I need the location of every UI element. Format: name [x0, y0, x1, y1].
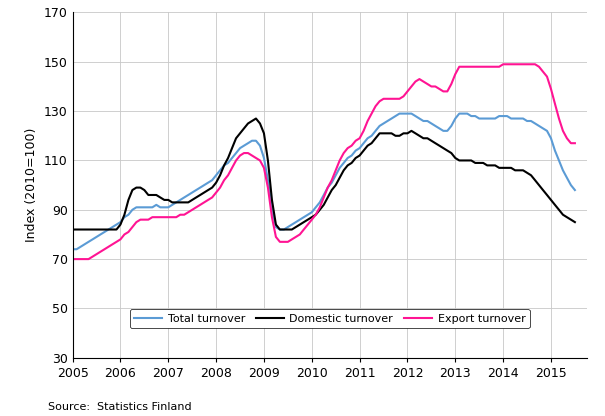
Domestic turnover	[571, 220, 578, 225]
Export turnover	[539, 69, 546, 74]
Domestic turnover	[69, 227, 76, 232]
Export turnover	[571, 141, 578, 146]
Legend: Total turnover, Domestic turnover, Export turnover: Total turnover, Domestic turnover, Expor…	[129, 309, 530, 328]
Export turnover	[500, 62, 507, 67]
Domestic turnover	[495, 165, 503, 170]
Text: Source:  Statistics Finland: Source: Statistics Finland	[48, 402, 192, 412]
Total turnover	[539, 126, 546, 131]
Line: Domestic turnover: Domestic turnover	[73, 119, 575, 230]
Domestic turnover	[372, 136, 379, 141]
Total turnover	[571, 188, 578, 193]
Domestic turnover	[539, 188, 546, 193]
Total turnover	[368, 133, 375, 138]
Export turnover	[360, 129, 367, 134]
Export turnover	[491, 64, 499, 69]
Export turnover	[69, 257, 76, 262]
Export turnover	[93, 252, 100, 257]
Total turnover	[388, 116, 395, 121]
Domestic turnover	[93, 227, 100, 232]
Line: Total turnover: Total turnover	[73, 114, 575, 249]
Y-axis label: Index (2010=100): Index (2010=100)	[25, 128, 38, 242]
Total turnover	[93, 234, 100, 239]
Total turnover	[69, 247, 76, 252]
Domestic turnover	[392, 133, 399, 138]
Export turnover	[368, 111, 375, 116]
Total turnover	[495, 114, 503, 119]
Line: Export turnover: Export turnover	[73, 64, 575, 259]
Domestic turnover	[252, 116, 260, 121]
Total turnover	[360, 141, 367, 146]
Total turnover	[396, 111, 403, 116]
Export turnover	[388, 96, 395, 101]
Domestic turnover	[364, 143, 371, 148]
